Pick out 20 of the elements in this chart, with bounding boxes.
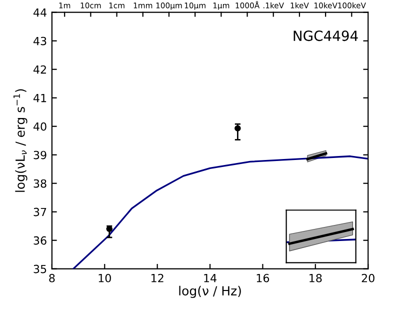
x-axis-title: log(ν / Hz) [179,286,241,298]
x-tick-label: 12 [151,274,164,282]
y-tick-label: 43 [33,36,46,46]
y-tick-label: 37 [34,208,46,216]
x-tick-label: 14 [204,274,216,282]
x-tick-label: 10 [98,274,111,282]
y-tick-label: 39 [34,150,46,160]
y-tick-label: 40 [33,122,46,131]
y-tick-label: 42 [33,65,46,74]
x-tick-label: 20 [362,274,374,282]
y-tick-label: 44 [33,8,46,17]
x-tick-label: 16 [256,274,270,282]
y-tick-label: 38 [34,179,46,188]
y-tick-label: 41 [33,94,46,102]
x-tick-label: 18 [310,274,322,282]
y-tick-label: 35 [34,264,46,274]
annotation: NGC4494 [294,30,358,42]
x-tick-label: 8 [49,274,55,282]
y-tick-label: 36 [34,236,46,245]
y-axis-title: log(νL$_{ν}$ / erg s$^{−1}$) [14,89,28,192]
